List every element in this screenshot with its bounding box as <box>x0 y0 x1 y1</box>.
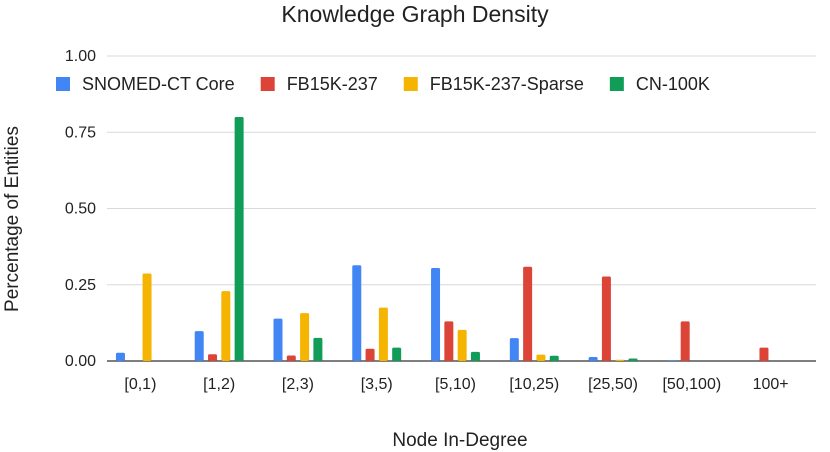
x-tick-label: [2,3) <box>282 376 314 393</box>
x-tick-label: [50,100) <box>662 376 721 393</box>
bars <box>115 117 769 362</box>
legend-label: CN-100K <box>636 74 710 94</box>
x-axis-ticks: [0,1) [1,2) [2,3) [3,5) [5,10) [10,25) [25,50)… <box>124 376 788 393</box>
legend-label: SNOMED-CT Core <box>82 74 235 94</box>
legend-item: FB15K-237 <box>260 74 378 94</box>
x-tick-label: [5,10) <box>435 376 476 393</box>
bar <box>365 348 375 361</box>
y-tick-label: 0.50 <box>65 201 96 218</box>
legend-swatch <box>609 77 624 91</box>
x-tick-label: [3,5) <box>361 376 393 393</box>
y-axis-label: Percentage of Entities <box>2 126 23 312</box>
bar <box>392 347 402 361</box>
bar <box>313 337 323 361</box>
x-axis-label: Node In-Degree <box>392 430 527 451</box>
legend-item: CN-100K <box>609 74 710 94</box>
bar <box>457 329 467 361</box>
bar <box>628 358 638 361</box>
bar <box>680 321 690 361</box>
bar <box>549 355 559 361</box>
x-tick-label: [25,50) <box>588 376 638 393</box>
x-tick-label: 100+ <box>753 376 789 393</box>
x-tick-label: [1,2) <box>203 376 235 393</box>
y-tick-label: 0.00 <box>65 353 96 370</box>
bar <box>273 318 283 361</box>
bar <box>352 265 362 361</box>
bar <box>378 307 388 362</box>
bar <box>615 359 625 361</box>
legend: SNOMED-CT Core FB15K-237 FB15K-237-Sparse C… <box>56 74 710 94</box>
bar <box>667 360 677 361</box>
y-tick-label: 0.75 <box>65 124 96 141</box>
gridlines <box>107 55 816 362</box>
bar <box>208 354 218 361</box>
legend-label: FB15K-237 <box>287 74 378 94</box>
bar <box>194 331 204 361</box>
y-axis-ticks: 0.00 0.25 0.50 0.75 1.00 <box>65 48 96 370</box>
bar <box>523 266 533 361</box>
bar <box>470 351 480 361</box>
bar <box>431 267 441 361</box>
x-tick-label: [0,1) <box>124 376 156 393</box>
x-tick-label: [10,25) <box>509 376 559 393</box>
bar <box>234 117 244 361</box>
bar <box>601 276 611 361</box>
legend-item: SNOMED-CT Core <box>56 74 235 94</box>
legend-swatch <box>403 77 418 91</box>
bar <box>509 338 519 362</box>
bar <box>142 273 152 361</box>
bar <box>300 313 310 361</box>
y-tick-label: 0.25 <box>65 277 96 294</box>
bar <box>115 352 125 361</box>
legend-label: FB15K-237-Sparse <box>430 74 584 94</box>
bar <box>588 357 598 361</box>
bar <box>759 347 769 361</box>
bar <box>286 355 296 361</box>
bar <box>536 354 546 361</box>
legend-swatch <box>260 77 275 91</box>
legend-item: FB15K-237-Sparse <box>403 74 584 94</box>
bar <box>221 291 231 361</box>
chart-title: Knowledge Graph Density <box>281 1 549 27</box>
bar <box>444 321 454 361</box>
legend-swatch <box>56 77 70 91</box>
y-tick-label: 1.00 <box>65 48 96 65</box>
